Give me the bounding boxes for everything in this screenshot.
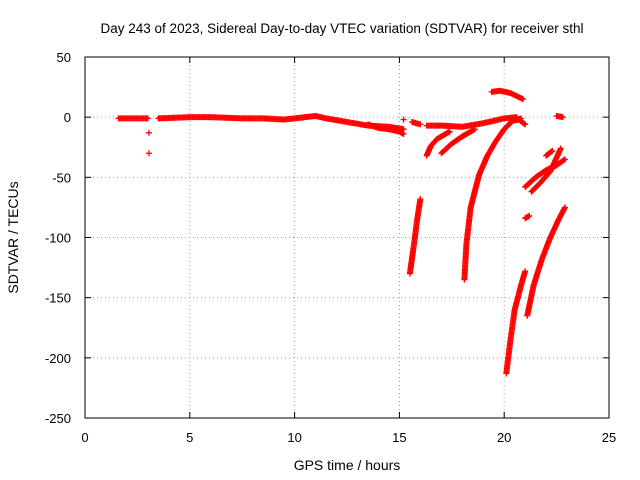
y-axis-label: SDTVAR / TECUs — [5, 181, 21, 293]
y-tick-label: 50 — [57, 50, 71, 65]
y-tick-label: -250 — [45, 411, 71, 426]
data-point — [561, 156, 568, 163]
x-tick-label: 0 — [81, 430, 88, 445]
data-point — [521, 120, 528, 127]
y-tick-label: 0 — [64, 110, 71, 125]
data-point — [520, 96, 527, 103]
x-axis-label: GPS time / hours — [294, 457, 401, 473]
grid-lines — [85, 57, 609, 418]
x-tick-label: 20 — [497, 430, 511, 445]
data-point — [417, 121, 424, 128]
data-point — [522, 268, 529, 275]
x-tick-label: 15 — [392, 430, 406, 445]
data-point — [145, 150, 152, 157]
data-point — [549, 147, 556, 154]
data-point — [557, 145, 564, 152]
y-tick-label: -100 — [45, 231, 71, 246]
x-tick-label: 25 — [602, 430, 616, 445]
data-point — [145, 129, 152, 136]
y-tick-label: -50 — [52, 170, 71, 185]
x-tick-label: 5 — [186, 430, 193, 445]
data-point — [560, 157, 567, 164]
x-tick-label: 10 — [287, 430, 301, 445]
data-point — [559, 114, 566, 121]
plot-frame — [84, 56, 610, 419]
axis-ticks: 0 5 10 15 20 25 50 0 -50 -100 -150 -200 -250 — [45, 50, 616, 445]
data-point — [517, 115, 524, 122]
data-point — [400, 116, 407, 123]
data-point — [400, 131, 407, 138]
data-point — [471, 126, 478, 133]
data-series — [115, 87, 568, 377]
data-point — [526, 212, 533, 219]
data-point — [417, 195, 424, 202]
y-tick-label: -200 — [45, 351, 71, 366]
chart-title: Day 243 of 2023, Sidereal Day-to-day VTE… — [101, 21, 584, 36]
data-point — [144, 115, 151, 122]
y-tick-label: -150 — [45, 291, 71, 306]
data-point — [446, 128, 453, 135]
data-point — [522, 121, 529, 128]
data-point — [561, 204, 568, 211]
data-point — [548, 148, 555, 155]
